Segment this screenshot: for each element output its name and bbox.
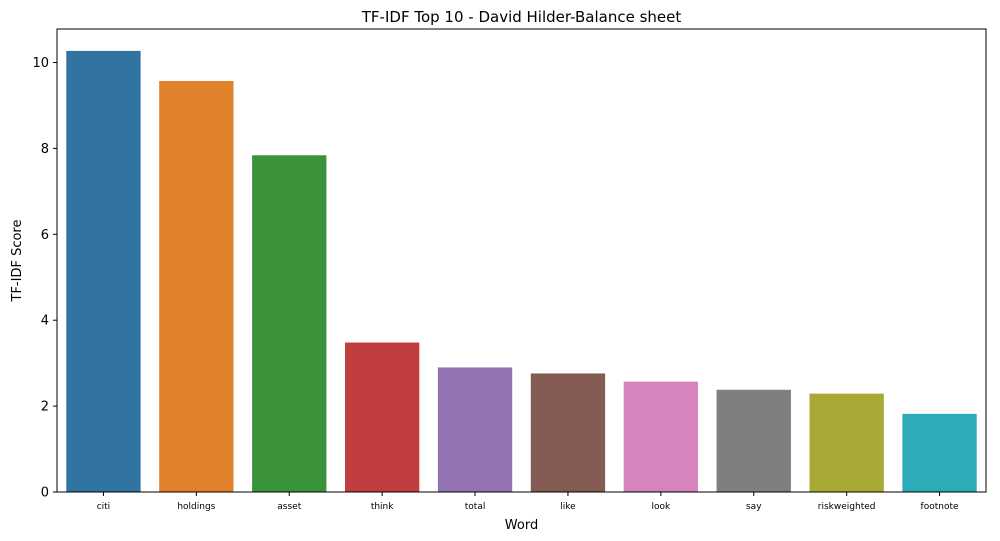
x-tick-label: citi bbox=[97, 502, 110, 512]
bars-group bbox=[66, 50, 977, 493]
x-tick-label: asset bbox=[277, 502, 301, 512]
bar-citi bbox=[66, 50, 141, 493]
y-tick-label: 0 bbox=[41, 486, 49, 501]
bar-think bbox=[344, 342, 420, 492]
bar-look bbox=[623, 381, 699, 492]
x-tick-label: say bbox=[746, 502, 762, 512]
bar-footnote bbox=[902, 413, 977, 492]
y-tick-label: 2 bbox=[41, 400, 49, 415]
bar-total bbox=[437, 367, 513, 492]
bar-say bbox=[716, 389, 791, 492]
bar-like bbox=[530, 373, 606, 492]
x-tick-label: look bbox=[651, 502, 671, 512]
x-axis-label: Word bbox=[505, 518, 538, 533]
plot-frame bbox=[56, 28, 987, 493]
y-axis-ticks: 0 2 4 6 8 10 bbox=[32, 56, 57, 501]
y-tick-label: 6 bbox=[41, 228, 49, 243]
x-tick-label: riskweighted bbox=[818, 502, 876, 512]
chart-title: TF-IDF Top 10 - David Hilder-Balance she… bbox=[361, 8, 682, 26]
x-tick-label: think bbox=[371, 502, 394, 512]
y-axis-label: TF-IDF Score bbox=[10, 220, 25, 303]
x-tick-label: total bbox=[465, 502, 486, 512]
bar-riskweighted bbox=[809, 393, 884, 492]
x-tick-label: like bbox=[560, 502, 576, 512]
y-tick-label: 10 bbox=[32, 56, 49, 71]
bar-holdings bbox=[159, 80, 234, 492]
bar-asset bbox=[252, 155, 327, 493]
y-tick-label: 4 bbox=[41, 314, 49, 329]
x-tick-label: holdings bbox=[177, 502, 215, 512]
x-tick-label: footnote bbox=[921, 502, 959, 512]
x-axis-ticks: citi holdings asset think total like look say ri… bbox=[97, 492, 959, 512]
y-tick-label: 8 bbox=[41, 142, 49, 157]
